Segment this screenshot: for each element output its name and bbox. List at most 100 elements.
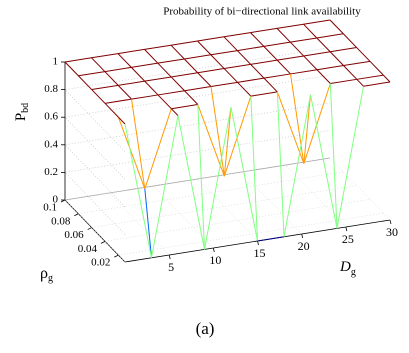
- z-axis-label-sub: bd: [20, 103, 31, 113]
- mesh-edge: [223, 32, 251, 38]
- mesh-edge: [144, 44, 172, 50]
- mesh-edge: [363, 81, 391, 87]
- mesh-edge: [250, 32, 265, 47]
- x-tick-label: 25: [342, 232, 354, 246]
- y-axis-label-sub: g: [48, 273, 53, 284]
- mesh-edge: [330, 47, 357, 53]
- mesh-edge: [157, 58, 185, 64]
- y-tick-label: 0.1: [43, 202, 57, 214]
- y-tick: [87, 227, 92, 230]
- x-axis-label-main: D: [339, 259, 351, 275]
- mesh-edge: [343, 60, 371, 67]
- mesh-edge: [303, 23, 318, 39]
- mesh-edge: [356, 78, 364, 87]
- grid-line: [78, 171, 344, 215]
- mesh-edge: [263, 73, 291, 79]
- mesh-edge: [263, 46, 278, 61]
- y-tick-label: 0.04: [78, 243, 98, 255]
- mesh-edge: [223, 95, 252, 177]
- mesh-edge: [131, 99, 146, 189]
- mesh-edge: [310, 94, 338, 229]
- mesh-edge: [250, 64, 265, 79]
- mesh-edge: [237, 77, 265, 83]
- mesh-edge: [170, 76, 185, 92]
- mesh-edge: [356, 47, 371, 62]
- mesh-edge: [144, 80, 159, 96]
- mesh-edge: [276, 91, 285, 237]
- mesh-edge: [104, 98, 132, 104]
- z-tick-label: 0.2: [44, 166, 58, 178]
- mesh-edge: [131, 62, 158, 68]
- mesh-edge: [237, 81, 252, 97]
- mesh-edge: [151, 115, 179, 258]
- mesh-edge: [183, 58, 199, 74]
- mesh-edge: [91, 84, 119, 91]
- mesh-edge: [210, 54, 225, 69]
- mesh-edge: [171, 72, 198, 78]
- mesh-edge: [303, 19, 331, 25]
- mesh-edge: [144, 188, 152, 258]
- mesh-edge: [91, 57, 106, 72]
- y-axis-line: [64, 199, 126, 263]
- mesh-edge: [104, 102, 119, 118]
- mesh-edge: [223, 107, 232, 177]
- mesh-edge: [316, 37, 331, 53]
- mesh-edge: [303, 83, 331, 164]
- x-tick: [212, 247, 215, 253]
- y-tick: [114, 254, 119, 258]
- z-tick-label: 0: [53, 194, 59, 206]
- mesh-edge: [210, 50, 238, 56]
- mesh-edge: [276, 59, 291, 75]
- mesh-edge: [170, 44, 185, 60]
- y-tick: [60, 199, 66, 203]
- mesh-edge: [117, 116, 146, 189]
- mesh-edge: [223, 68, 238, 83]
- z-tick-label: 0.6: [44, 111, 58, 123]
- mesh-edge: [342, 33, 358, 48]
- x-tick: [301, 233, 304, 239]
- x-tick-label: 15: [254, 246, 266, 260]
- mesh-edge: [197, 36, 225, 42]
- mesh-edge: [170, 108, 179, 116]
- mesh-edge: [250, 91, 278, 97]
- grid-line: [64, 130, 331, 235]
- mesh-edge: [210, 86, 225, 177]
- y-tick-label: 0.06: [64, 229, 84, 241]
- mesh-edge: [277, 55, 304, 61]
- mesh-edge: [77, 75, 93, 90]
- mesh-edge: [210, 81, 238, 88]
- mesh-edge: [104, 66, 132, 73]
- mesh-edge: [104, 71, 119, 86]
- mesh-edge: [290, 69, 318, 75]
- mesh-edge: [197, 40, 212, 56]
- x-tick: [345, 226, 348, 232]
- mesh-edge: [224, 63, 251, 70]
- mesh-edge: [303, 94, 311, 164]
- mesh-edge: [117, 116, 126, 125]
- mesh-edge: [144, 49, 159, 64]
- x-axis-label-sub: g: [351, 267, 356, 278]
- mesh-edge: [283, 94, 311, 237]
- mesh-edge: [316, 69, 331, 84]
- x-tick: [257, 240, 259, 246]
- mesh-edge: [118, 80, 145, 86]
- mesh-edge: [276, 23, 304, 29]
- mesh-edge: [184, 54, 211, 60]
- mesh-edge: [157, 94, 172, 110]
- mesh-edge: [130, 67, 146, 82]
- mesh-edge: [64, 57, 92, 63]
- caption: (a): [196, 319, 215, 338]
- mesh-edge: [263, 41, 291, 47]
- mesh-edge: [230, 107, 258, 242]
- grid-line: [91, 185, 357, 228]
- mesh-edge: [329, 19, 344, 35]
- grid-line: [64, 157, 331, 263]
- mesh-edge: [170, 40, 198, 46]
- mesh-edge: [197, 104, 205, 250]
- z-tick-label: 0.8: [44, 83, 58, 95]
- grid-line: [241, 171, 302, 235]
- mesh-edge: [250, 59, 278, 65]
- x-axis-label: Dg: [339, 259, 356, 278]
- z-axis-label: Pbd: [13, 103, 31, 121]
